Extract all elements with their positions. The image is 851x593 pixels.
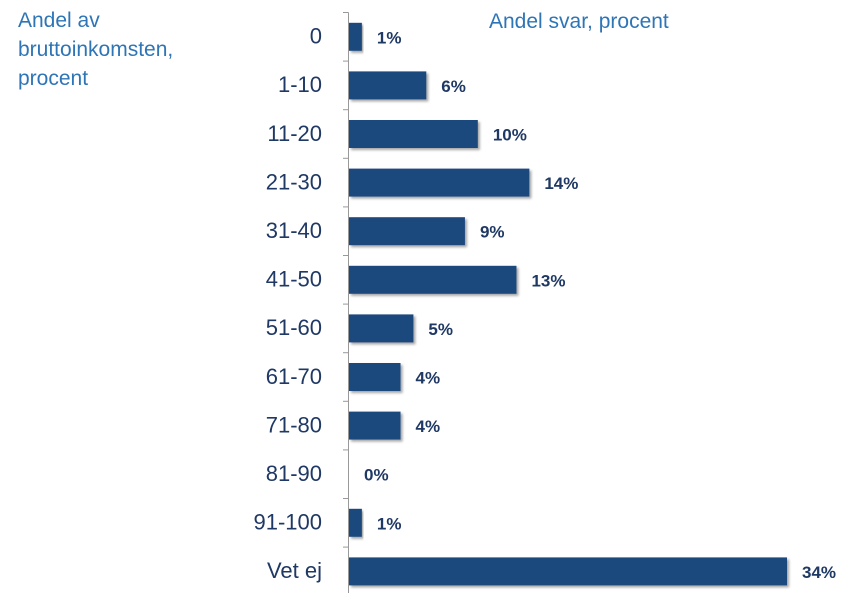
value-label: 4%	[416, 368, 441, 387]
bar	[349, 363, 401, 391]
bar	[349, 557, 787, 586]
value-label: 34%	[802, 563, 836, 582]
bar	[349, 168, 530, 197]
value-label: 10%	[493, 125, 527, 144]
value-label: 4%	[416, 417, 441, 436]
bar	[349, 120, 478, 148]
value-label: 14%	[544, 174, 578, 193]
value-label: 13%	[531, 271, 565, 290]
value-label: 6%	[441, 77, 466, 96]
bar	[349, 71, 427, 100]
bar	[349, 265, 517, 294]
category-label: 91-100	[253, 510, 322, 535]
category-label: 61-70	[266, 364, 322, 389]
bar	[349, 508, 362, 537]
category-label: 21-30	[266, 169, 322, 194]
category-label: 71-80	[266, 412, 322, 437]
value-label: 1%	[377, 514, 402, 533]
bar	[349, 314, 414, 343]
value-label: 1%	[377, 28, 402, 47]
category-label: 51-60	[266, 315, 322, 340]
category-label: 81-90	[266, 461, 322, 486]
x-axis-label: Andel svar, procent	[489, 10, 669, 33]
category-label: Vet ej	[267, 558, 322, 583]
category-label: 11-20	[267, 121, 322, 146]
value-label: 5%	[428, 320, 453, 339]
y-axis-label: Andel av bruttoinkomsten, procent	[18, 9, 174, 90]
category-label: 0	[310, 24, 322, 49]
category-label: 41-50	[266, 267, 322, 292]
bar	[349, 22, 362, 51]
category-label: 1-10	[278, 72, 322, 97]
value-label: 9%	[480, 223, 505, 242]
bar	[349, 217, 465, 246]
category-label: 31-40	[266, 218, 322, 243]
bar	[349, 411, 401, 440]
value-label: 0%	[364, 466, 389, 485]
